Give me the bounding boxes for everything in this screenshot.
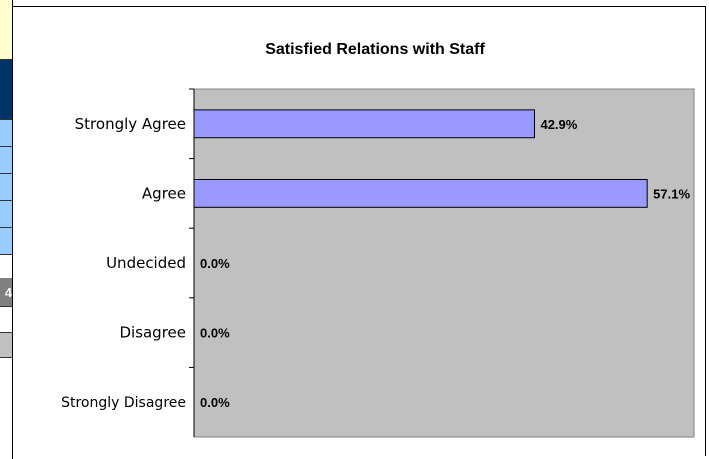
sheet-cell-blank[interactable] — [0, 307, 12, 333]
plot-area — [193, 88, 695, 438]
bar-chart: Satisfied Relations with Staff Strongly … — [61, 41, 695, 438]
sheet-cell-header[interactable] — [0, 60, 12, 120]
sheet-cell-data-1[interactable] — [0, 120, 12, 147]
sheet-cell-data-2[interactable] — [0, 147, 12, 174]
spreadsheet-column-strip: 4 — [0, 0, 13, 459]
data-label: 0.0% — [200, 395, 230, 410]
data-label: 42.9% — [540, 117, 577, 132]
data-label: 57.1% — [653, 186, 690, 201]
category-label: Agree — [142, 184, 186, 202]
bar-series: Strongly Agree 42.9% Agree 57.1% Undecided 0.… — [61, 88, 690, 411]
chart-title: Satisfied Relations with Staff — [265, 41, 485, 58]
category-label: Strongly Disagree — [61, 395, 186, 411]
bar-agree[interactable] — [193, 178, 648, 208]
bar-strongly-agree[interactable] — [193, 109, 535, 139]
sheet-cell-data-3[interactable] — [0, 174, 12, 201]
category-label: Strongly Agree — [75, 115, 186, 133]
data-label: 0.0% — [200, 256, 230, 271]
sheet-cell-data-4[interactable] — [0, 201, 12, 228]
sheet-cell-top[interactable] — [0, 0, 12, 60]
category-label: Disagree — [119, 324, 186, 342]
sheet-cell-grey[interactable] — [0, 333, 12, 358]
category-label: Undecided — [106, 254, 186, 272]
sheet-cell-data-5[interactable] — [0, 228, 12, 255]
data-label: 0.0% — [200, 326, 230, 341]
sheet-cell-total[interactable]: 4 — [0, 278, 12, 307]
chart-object[interactable]: Satisfied Relations with Staff Strongly … — [12, 6, 706, 456]
